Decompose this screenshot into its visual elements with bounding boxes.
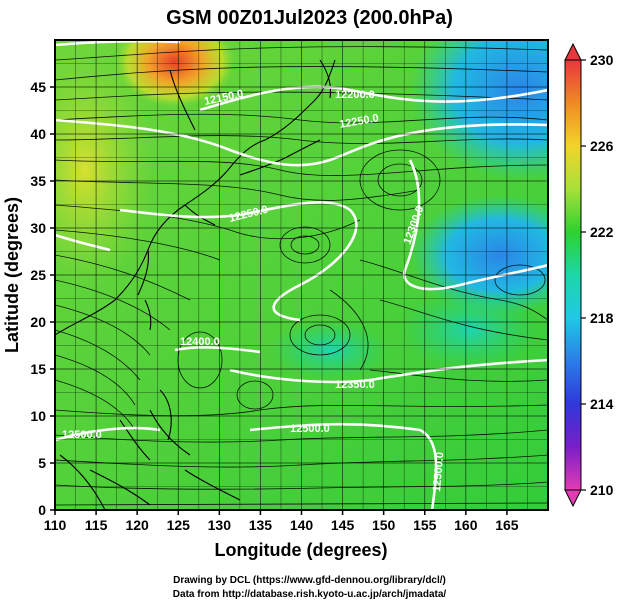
streamlines: [55, 46, 548, 506]
colorbar-tick-label: 222: [590, 224, 614, 240]
y-tick-label: 45: [30, 79, 46, 95]
contour-label: 12500.0: [290, 423, 330, 435]
colorbar-gradient: [564, 59, 582, 491]
credit-data-source: Data from http://database.rish.kyoto-u.a…: [172, 589, 447, 600]
contour-label: 12400.0: [180, 336, 220, 348]
x-tick-label: 120: [125, 517, 149, 533]
y-tick-label: 5: [38, 455, 46, 471]
x-axis-ticks: 110 115 120 125 130 135 140 145 150 155 160 165: [44, 510, 519, 533]
y-tick-label: 10: [30, 408, 46, 424]
y-axis-ticks: 0 5 10 15 20 25 30 35 40 45: [30, 79, 55, 518]
colorbar-tick-label: 230: [590, 52, 614, 68]
x-tick-label: 145: [331, 517, 355, 533]
y-tick-label: 0: [38, 502, 46, 518]
x-tick-label: 165: [495, 517, 519, 533]
cold-anomaly-central: [410, 195, 548, 315]
x-tick-label: 140: [290, 517, 314, 533]
colorbar-ticks: 230 226 222 218 214 210: [581, 52, 614, 498]
coastlines: [55, 59, 336, 510]
contour-label: 12500.0: [431, 452, 446, 493]
x-tick-label: 115: [85, 517, 108, 533]
plot-area: 12150.0 12200.0 12250.0 12250.0 12300.0 …: [55, 40, 548, 510]
colorbar-tick-label: 214: [590, 396, 614, 412]
colorbar-top-arrow: [564, 42, 582, 61]
teal-region-2: [270, 320, 390, 380]
contour-lines: [55, 40, 548, 510]
colorbar: 230 226 222 218 214 210: [564, 42, 614, 508]
x-tick-label: 110: [44, 517, 67, 533]
x-tick-label: 130: [208, 517, 232, 533]
warm-west-region: [55, 50, 155, 290]
x-tick-label: 160: [454, 517, 478, 533]
y-tick-label: 20: [30, 314, 46, 330]
y-tick-label: 25: [30, 267, 46, 283]
colorbar-tick-label: 210: [590, 482, 614, 498]
y-axis-label: Latitude (degrees): [2, 197, 22, 353]
contour-label: 12500.0: [62, 429, 102, 441]
x-axis-label: Longitude (degrees): [214, 540, 387, 560]
lat-lon-grid: [55, 40, 548, 510]
y-tick-label: 15: [30, 361, 46, 377]
colorbar-tick-label: 218: [590, 310, 614, 326]
warm-anomaly: [115, 40, 235, 107]
colorbar-tick-label: 226: [590, 138, 614, 154]
y-tick-label: 30: [30, 220, 46, 236]
y-tick-label: 35: [30, 173, 46, 189]
cold-anomaly-north: [410, 40, 548, 180]
contour-label: 12350.0: [335, 379, 375, 391]
plot-title: GSM 00Z01Jul2023 (200.0hPa): [166, 7, 453, 29]
x-tick-label: 150: [372, 517, 396, 533]
x-tick-label: 155: [413, 517, 437, 533]
teal-region: [400, 290, 540, 370]
contour-label: 12200.0: [335, 89, 375, 101]
x-tick-label: 135: [249, 517, 273, 533]
y-tick-label: 40: [30, 126, 46, 142]
colorbar-bottom-arrow: [564, 489, 582, 508]
x-tick-label: 125: [167, 517, 191, 533]
credit-dcl: Drawing by DCL (https://www.gfd-dennou.o…: [173, 575, 446, 586]
